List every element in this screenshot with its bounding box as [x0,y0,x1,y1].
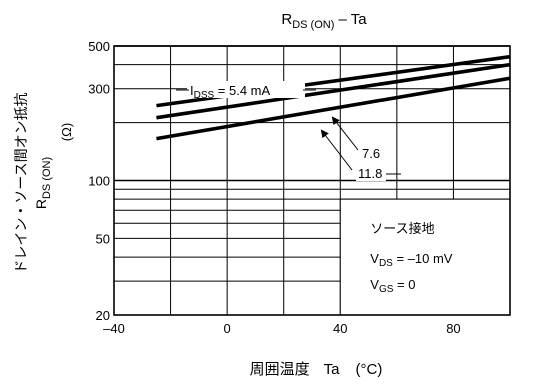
series-1-label-prefix: I [190,83,194,98]
chart-title-sub: DS (ON) [292,19,334,31]
x-tick-label: –40 [103,321,125,336]
y-tick-label: 50 [96,231,110,246]
conditions-symbol-sub: GS [379,284,394,295]
x-axis-label-text: 周囲温度 [250,361,310,378]
conditions-value: = 0 [393,277,415,292]
series-3-label-bg [356,165,386,181]
conditions-line: VGS = 0 [370,277,415,295]
conditions-line: VDS = –10 mV [370,251,453,269]
series-1-label: IDSS = 5.4 mA [190,83,271,101]
series-2-arrow [331,116,359,151]
y-tick-label: 300 [88,82,110,97]
x-axis-label-unit: (°C) [356,361,383,378]
x-tick-label: 40 [333,321,347,336]
y-axis-label-sub: DS (ON) [41,157,53,199]
chart-title-main: R [281,11,292,28]
conditions-heading: ソース接地 [370,221,434,236]
y-axis-unit: (Ω) [59,123,74,141]
tick-labels: –40 0 40 80 20 50 100 300 500 [88,39,460,336]
conditions-value: = –10 mV [393,251,453,266]
series-annotations: IDSS = 5.4 mA 7.6 11.8 [176,81,401,181]
y-tick-label: 100 [88,174,110,189]
series-2-label: 7.6 [362,146,380,161]
series-line-2 [156,62,511,120]
series-3-arrow [320,129,353,171]
y-axis-label-line2: RDS (ON) [33,157,53,209]
conditions-box-bg [339,198,511,316]
x-axis-label-symbol: Ta [324,361,341,378]
y-tick-label: 500 [88,39,110,54]
y-axis-label-line1: ドレイン・ソース間オン抵抗 [13,92,29,273]
chart-title: RDS (ON) – Ta [281,11,367,31]
y-tick-label: 20 [96,308,110,323]
series-1-label-sub: DSS [194,90,215,101]
chart-title-suffix: – Ta [334,11,367,28]
series-3-label: 11.8 [358,166,382,181]
plot-border [113,45,511,316]
series-line-3 [156,76,511,141]
conditions-symbol-sub: DS [379,258,393,269]
plot-frame [113,45,511,316]
series-1-label-bg [187,81,305,98]
x-tick-label: 0 [224,321,231,336]
x-tick-label: 80 [446,321,460,336]
x-axis-label: 周囲温度 Ta (°C) [250,361,383,378]
series-1-label-value: = 5.4 mA [214,83,270,98]
conditions-symbol: V [370,277,379,292]
y-axis-label-main: R [33,199,49,209]
conditions-symbol: V [370,251,379,266]
